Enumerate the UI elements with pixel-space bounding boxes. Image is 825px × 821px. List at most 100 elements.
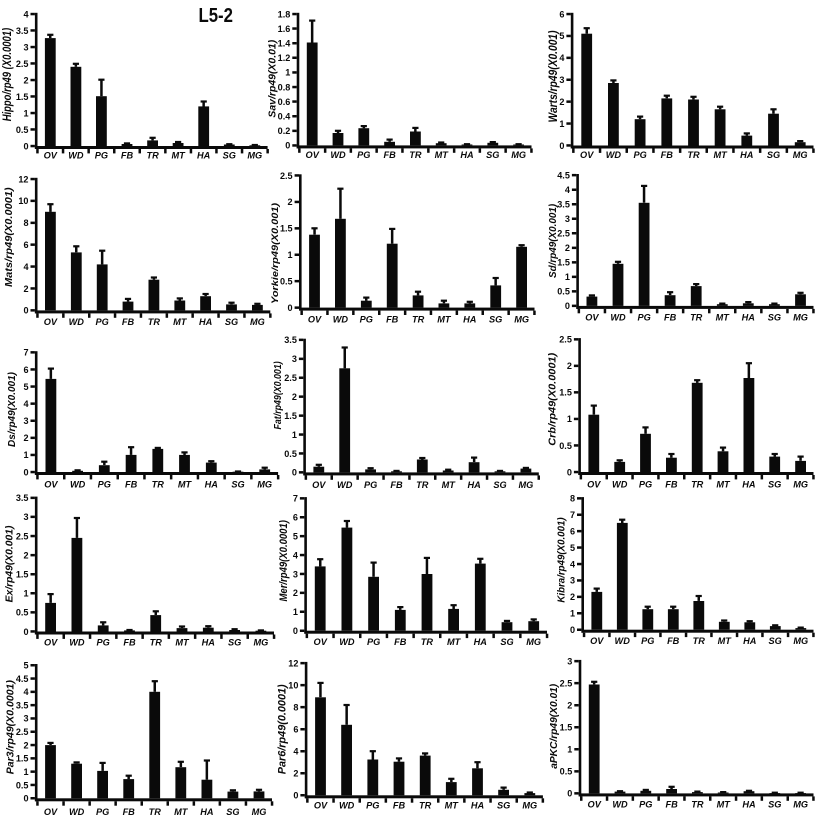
svg-text:TR: TR xyxy=(691,800,704,810)
svg-text:OV: OV xyxy=(312,480,326,490)
svg-text:MT: MT xyxy=(435,150,450,160)
svg-text:0: 0 xyxy=(23,306,28,316)
svg-text:MT: MT xyxy=(445,801,460,811)
svg-text:HA: HA xyxy=(743,636,756,646)
svg-text:2: 2 xyxy=(292,392,297,402)
svg-text:5: 5 xyxy=(23,382,28,392)
svg-text:3: 3 xyxy=(23,714,28,724)
svg-text:0: 0 xyxy=(23,627,28,637)
svg-text:PG: PG xyxy=(95,151,108,161)
svg-text:5: 5 xyxy=(570,543,575,553)
svg-text:MT: MT xyxy=(178,480,193,490)
svg-text:1.5: 1.5 xyxy=(559,388,572,398)
svg-text:SG: SG xyxy=(231,480,244,490)
svg-text:1: 1 xyxy=(292,430,297,440)
svg-text:MT: MT xyxy=(713,150,728,160)
svg-text:0.8: 0.8 xyxy=(278,82,291,92)
svg-text:PG: PG xyxy=(364,480,377,490)
svg-text:FB: FB xyxy=(394,637,407,647)
svg-text:MT: MT xyxy=(442,480,457,490)
svg-text:TR: TR xyxy=(691,480,704,490)
svg-text:SG: SG xyxy=(768,800,781,810)
svg-text:HA: HA xyxy=(200,807,213,817)
svg-text:2: 2 xyxy=(570,592,575,602)
svg-text:FB: FB xyxy=(664,313,677,323)
svg-text:6: 6 xyxy=(23,240,28,250)
svg-text:SG: SG xyxy=(500,637,513,647)
svg-text:1: 1 xyxy=(285,68,290,78)
svg-text:OV: OV xyxy=(580,150,594,160)
svg-text:2: 2 xyxy=(23,75,28,85)
svg-text:HA: HA xyxy=(463,314,476,324)
svg-text:7: 7 xyxy=(23,348,28,358)
svg-text:1.5: 1.5 xyxy=(16,570,29,580)
svg-text:OV: OV xyxy=(44,807,58,817)
svg-text:6: 6 xyxy=(293,725,298,735)
svg-text:FB: FB xyxy=(123,638,136,648)
svg-text:FB: FB xyxy=(393,801,406,811)
svg-text:4.5: 4.5 xyxy=(557,171,570,181)
svg-text:2: 2 xyxy=(565,243,570,253)
svg-text:WD: WD xyxy=(606,150,622,160)
svg-text:PG: PG xyxy=(633,150,646,160)
svg-text:12: 12 xyxy=(18,174,28,184)
svg-text:0: 0 xyxy=(565,301,570,311)
svg-text:2: 2 xyxy=(23,550,28,560)
svg-text:OV: OV xyxy=(44,317,58,327)
svg-text:7: 7 xyxy=(293,494,298,504)
svg-text:PG: PG xyxy=(98,480,111,490)
svg-text:HA: HA xyxy=(467,480,480,490)
svg-text:Yorkie/rp49(X0.001): Yorkie/rp49(X0.001) xyxy=(270,203,280,304)
svg-text:4: 4 xyxy=(293,550,299,560)
svg-text:PG: PG xyxy=(96,317,109,327)
svg-text:WD: WD xyxy=(69,317,85,327)
svg-text:10: 10 xyxy=(18,196,28,206)
svg-text:3.5: 3.5 xyxy=(16,700,29,710)
svg-text:SG: SG xyxy=(493,480,506,490)
svg-text:PG: PG xyxy=(641,636,654,646)
svg-text:MG: MG xyxy=(522,801,537,811)
svg-text:WD: WD xyxy=(612,480,628,490)
svg-text:0: 0 xyxy=(23,467,28,477)
svg-text:2: 2 xyxy=(293,769,298,779)
svg-text:0.5: 0.5 xyxy=(16,780,29,790)
svg-text:2: 2 xyxy=(23,284,28,294)
svg-text:3.5: 3.5 xyxy=(16,493,29,503)
svg-text:4: 4 xyxy=(23,399,29,409)
svg-text:0.5: 0.5 xyxy=(560,767,573,777)
svg-text:MT: MT xyxy=(174,807,189,817)
svg-text:PG: PG xyxy=(637,313,650,323)
svg-text:0.5: 0.5 xyxy=(557,287,570,297)
svg-text:2: 2 xyxy=(567,701,572,711)
svg-text:WD: WD xyxy=(615,636,631,646)
svg-text:1.2: 1.2 xyxy=(278,53,291,63)
svg-text:OV: OV xyxy=(44,638,58,648)
svg-text:2: 2 xyxy=(293,588,298,598)
svg-text:OV: OV xyxy=(308,314,322,324)
svg-text:HA: HA xyxy=(471,801,484,811)
svg-text:0: 0 xyxy=(23,141,28,151)
svg-text:2: 2 xyxy=(567,361,572,371)
svg-text:aPKC/rp49(X0.01): aPKC/rp49(X0.01) xyxy=(549,683,560,769)
svg-text:1: 1 xyxy=(293,607,298,617)
svg-text:TR: TR xyxy=(148,317,161,327)
svg-text:1.5: 1.5 xyxy=(560,723,573,733)
svg-text:0.5: 0.5 xyxy=(280,277,293,287)
svg-text:5: 5 xyxy=(293,531,298,541)
svg-text:0: 0 xyxy=(288,303,293,313)
svg-text:WD: WD xyxy=(70,480,86,490)
svg-text:Par6/rp49(0.0001): Par6/rp49(0.0001) xyxy=(277,684,289,774)
svg-text:8: 8 xyxy=(23,218,28,228)
svg-text:FB: FB xyxy=(667,636,680,646)
svg-text:4: 4 xyxy=(23,262,29,272)
svg-text:WD: WD xyxy=(333,314,349,324)
svg-text:FB: FB xyxy=(122,317,135,327)
svg-text:L5-2: L5-2 xyxy=(198,4,233,27)
svg-text:PG: PG xyxy=(360,314,373,324)
svg-text:3: 3 xyxy=(293,569,298,579)
svg-text:0: 0 xyxy=(567,467,572,477)
svg-text:MT: MT xyxy=(717,800,732,810)
svg-text:4: 4 xyxy=(23,9,29,19)
svg-text:MG: MG xyxy=(793,636,808,646)
svg-text:SG: SG xyxy=(768,313,781,323)
